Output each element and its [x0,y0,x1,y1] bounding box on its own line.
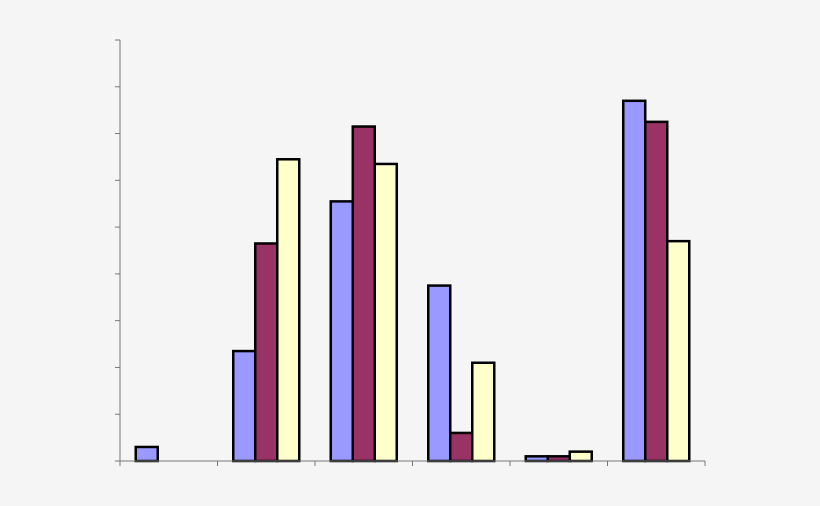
bar-series-1-category-4 [427,284,452,463]
bar-series-1-category-2 [232,349,257,463]
bar-series-1-category-6 [622,99,647,463]
bar-series-3-category-4 [471,361,496,463]
axes [119,40,705,462]
bars [134,99,691,463]
bar-series-2-category-6 [644,120,669,463]
bar-series-1-category-3 [329,200,354,463]
bar-series-3-category-3 [373,162,398,463]
bar-series-3-category-2 [276,158,301,463]
bar-series-2-category-2 [254,242,279,463]
bar-series-2-category-3 [351,125,376,463]
bar-series-2-category-5 [546,455,571,463]
bar-series-2-category-4 [449,431,474,463]
bar-series-1-category-5 [524,455,549,463]
axis-ticks [115,39,706,466]
bar-series-3-category-5 [568,450,593,463]
bar-series-1-category-1 [134,445,159,463]
bar-series-3-category-6 [666,239,691,463]
